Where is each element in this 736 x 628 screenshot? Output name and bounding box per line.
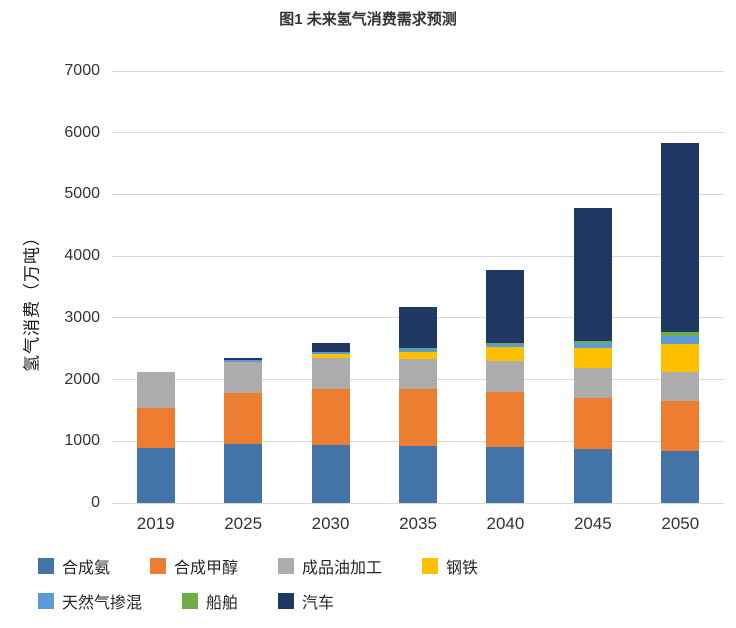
bar-segment-2045-天然气掺混	[573, 342, 612, 349]
bar-segment-2019-合成氨	[136, 448, 175, 503]
legend-label-成品油加工: 成品油加工	[302, 560, 383, 577]
legend-row-2: 天然气掺混 船舶 汽车	[38, 589, 478, 613]
bar-segment-2025-合成甲醇	[224, 393, 263, 445]
bar-segment-2040-合成甲醇	[486, 391, 525, 448]
legend-swatch-成品油加工	[278, 558, 295, 574]
bar-segment-2035-成品油加工	[399, 358, 437, 390]
bar-segment-2045-钢铁	[573, 348, 612, 369]
bar-segment-2019-成品油加工	[136, 372, 175, 408]
x-tick-label-2045: 2045	[573, 514, 612, 533]
bar-segment-2050-汽车	[661, 143, 700, 333]
bar-segment-2035-船舶	[399, 348, 437, 349]
gridline-0	[112, 502, 724, 504]
bar-segment-2040-船舶	[486, 342, 525, 344]
legend-label-船舶: 船舶	[206, 595, 239, 612]
bar-segment-2045-船舶	[573, 340, 612, 343]
legend-label-天然气掺混: 天然气掺混	[62, 595, 143, 612]
legend-label-钢铁: 钢铁	[446, 560, 479, 577]
legend-item-合成氨: 合成氨	[38, 554, 110, 578]
y-tick-label-2000: 2000	[64, 370, 100, 388]
y-tick-label-6000: 6000	[64, 123, 100, 141]
legend-item-成品油加工: 成品油加工	[278, 554, 382, 578]
legend-row-1: 合成氨 合成甲醇 成品油加工 钢铁	[38, 554, 478, 578]
x-tick-label-2035: 2035	[399, 514, 437, 533]
bar-segment-2030-天然气掺混	[311, 351, 350, 355]
bar-segment-2040-钢铁	[486, 346, 525, 362]
bar-segment-2030-汽车	[311, 342, 350, 352]
legend-item-钢铁: 钢铁	[422, 554, 478, 578]
x-tick-label-2050: 2050	[661, 514, 700, 533]
legend-swatch-天然气掺混	[38, 593, 54, 609]
legend-label-合成甲醇: 合成甲醇	[174, 560, 239, 577]
bar-segment-2035-钢铁	[399, 352, 437, 359]
bar-segment-2030-合成甲醇	[311, 388, 350, 445]
bar-segment-2025-成品油加工	[224, 362, 263, 394]
y-tick-label-4000: 4000	[64, 247, 100, 265]
legend-item-汽车: 汽车	[278, 589, 334, 613]
x-tick-label-2040: 2040	[486, 514, 525, 533]
bar-segment-2030-钢铁	[311, 354, 350, 358]
bar-segment-2050-合成氨	[661, 450, 700, 503]
legend-label-汽车: 汽车	[302, 595, 335, 612]
bar-segment-2019-合成甲醇	[136, 407, 175, 449]
bar-segment-2035-合成甲醇	[399, 389, 437, 446]
bar-segment-2025-合成氨	[224, 444, 263, 503]
bar-segment-2025-天然气掺混	[224, 360, 263, 363]
bar-segment-2050-船舶	[661, 332, 700, 337]
bar-segment-2025-汽车	[224, 358, 263, 361]
bar-segment-2030-合成氨	[311, 445, 350, 503]
bar-segment-2045-合成氨	[573, 448, 612, 503]
chart-title: 图1 未来氢气消费需求预测	[279, 11, 457, 28]
bar-segment-2040-成品油加工	[486, 361, 525, 392]
legend-swatch-钢铁	[422, 558, 439, 574]
bar-segment-2040-汽车	[486, 269, 525, 343]
legend-label-合成氨: 合成氨	[62, 560, 111, 577]
legend-item-天然气掺混: 天然气掺混	[38, 589, 142, 613]
y-tick-label-1000: 1000	[64, 432, 100, 450]
plot-area	[112, 70, 724, 504]
gridline-7000	[112, 70, 724, 72]
bar-segment-2050-合成甲醇	[661, 401, 700, 451]
x-tick-label-2019: 2019	[136, 514, 175, 533]
legend-swatch-合成氨	[38, 558, 54, 574]
legend-item-船舶: 船舶	[182, 589, 238, 613]
bar-segment-2035-汽车	[399, 307, 437, 349]
legend-swatch-合成甲醇	[150, 558, 167, 574]
bar-segment-2050-成品油加工	[661, 371, 700, 402]
legend-swatch-汽车	[278, 593, 295, 609]
bar-segment-2050-天然气掺混	[661, 336, 700, 344]
y-tick-label-0: 0	[91, 494, 100, 511]
legend-swatch-船舶	[182, 593, 199, 609]
y-tick-label-3000: 3000	[64, 308, 100, 326]
x-tick-label-2025: 2025	[224, 514, 263, 533]
gridline-4000	[112, 255, 724, 257]
chart-legend: 合成氨 合成甲醇 成品油加工 钢铁天然气掺混 船舶 汽车	[38, 554, 478, 613]
bar-segment-2045-合成甲醇	[573, 398, 612, 449]
bar-segment-2050-钢铁	[661, 343, 700, 372]
bar-segment-2030-成品油加工	[311, 358, 350, 389]
y-tick-label-5000: 5000	[64, 185, 100, 203]
bar-segment-2045-汽车	[573, 208, 612, 341]
bar-segment-2040-天然气掺混	[486, 343, 525, 347]
x-tick-label-2030: 2030	[311, 514, 350, 533]
bar-segment-2035-合成氨	[399, 445, 437, 503]
legend-item-合成甲醇: 合成甲醇	[150, 554, 238, 578]
gridline-5000	[112, 193, 724, 195]
bar-segment-2040-合成氨	[486, 447, 525, 503]
bar-segment-2035-天然气掺混	[399, 348, 437, 353]
bar-segment-2045-成品油加工	[573, 368, 612, 399]
gridline-6000	[112, 132, 724, 134]
y-tick-label-7000: 7000	[64, 62, 100, 79]
